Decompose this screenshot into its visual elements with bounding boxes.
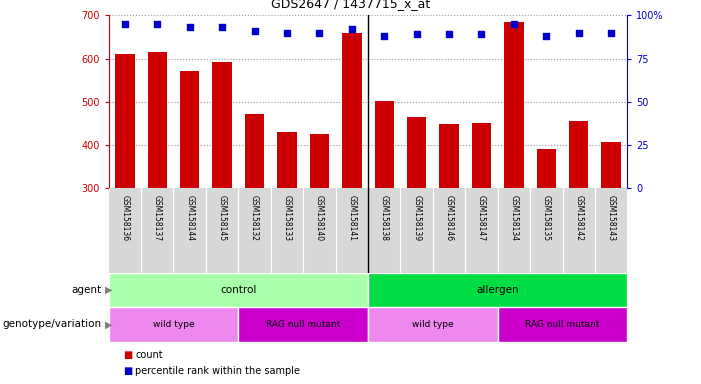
Point	[281, 30, 292, 36]
Text: GSM158139: GSM158139	[412, 195, 421, 241]
Bar	[368, 273, 627, 307]
Text: wild type: wild type	[153, 320, 194, 329]
Text: GSM158137: GSM158137	[153, 195, 162, 241]
Bar	[537, 149, 556, 188]
Text: GSM158133: GSM158133	[283, 195, 292, 241]
Text: ▶: ▶	[105, 285, 113, 295]
Text: genotype/variation: genotype/variation	[3, 319, 102, 329]
Bar	[147, 52, 167, 188]
Bar	[504, 22, 524, 188]
Bar	[374, 101, 394, 188]
Text: RAG null mutant: RAG null mutant	[266, 320, 341, 329]
Point	[249, 28, 260, 34]
Bar	[472, 123, 491, 188]
Bar	[238, 307, 368, 342]
Text: GSM158141: GSM158141	[347, 195, 356, 241]
Point	[606, 30, 617, 36]
Point	[151, 21, 163, 27]
Text: GSM158136: GSM158136	[121, 195, 130, 241]
Bar	[498, 307, 627, 342]
Bar	[212, 61, 232, 188]
Bar	[310, 134, 329, 188]
Text: GSM158145: GSM158145	[217, 195, 226, 241]
Bar	[115, 54, 135, 188]
Bar	[278, 132, 297, 188]
Text: ▶: ▶	[105, 319, 113, 329]
Bar	[245, 114, 264, 188]
Text: GSM158140: GSM158140	[315, 195, 324, 241]
Point	[444, 31, 455, 38]
Bar	[109, 273, 368, 307]
Bar	[342, 33, 362, 188]
Text: GDS2647 / 1437715_x_at: GDS2647 / 1437715_x_at	[271, 0, 430, 10]
Point	[573, 30, 585, 36]
Bar	[569, 121, 589, 188]
Text: RAG null mutant: RAG null mutant	[525, 320, 600, 329]
Point	[119, 21, 130, 27]
Text: GSM158135: GSM158135	[542, 195, 551, 241]
Text: GSM158132: GSM158132	[250, 195, 259, 241]
Text: percentile rank within the sample: percentile rank within the sample	[135, 366, 300, 376]
Bar	[407, 117, 426, 188]
Bar	[109, 307, 238, 342]
Text: GSM158134: GSM158134	[510, 195, 519, 241]
Point	[379, 33, 390, 39]
Point	[184, 25, 196, 31]
Point	[411, 31, 422, 38]
Bar	[368, 307, 498, 342]
Text: GSM158147: GSM158147	[477, 195, 486, 241]
Text: ■: ■	[123, 350, 132, 360]
Bar	[180, 71, 199, 188]
Text: count: count	[135, 350, 163, 360]
Text: GSM158144: GSM158144	[185, 195, 194, 241]
Point	[314, 30, 325, 36]
Text: ■: ■	[123, 366, 132, 376]
Text: agent: agent	[72, 285, 102, 295]
Text: GSM158138: GSM158138	[380, 195, 389, 241]
Point	[540, 33, 552, 39]
Text: GSM158143: GSM158143	[606, 195, 615, 241]
Text: GSM158146: GSM158146	[444, 195, 454, 241]
Bar	[440, 124, 458, 188]
Point	[476, 31, 487, 38]
Bar	[601, 142, 621, 188]
Text: wild type: wild type	[412, 320, 454, 329]
Point	[508, 21, 519, 27]
Text: GSM158142: GSM158142	[574, 195, 583, 241]
Point	[217, 25, 228, 31]
Point	[346, 26, 358, 32]
Text: allergen: allergen	[477, 285, 519, 295]
Text: control: control	[220, 285, 257, 295]
